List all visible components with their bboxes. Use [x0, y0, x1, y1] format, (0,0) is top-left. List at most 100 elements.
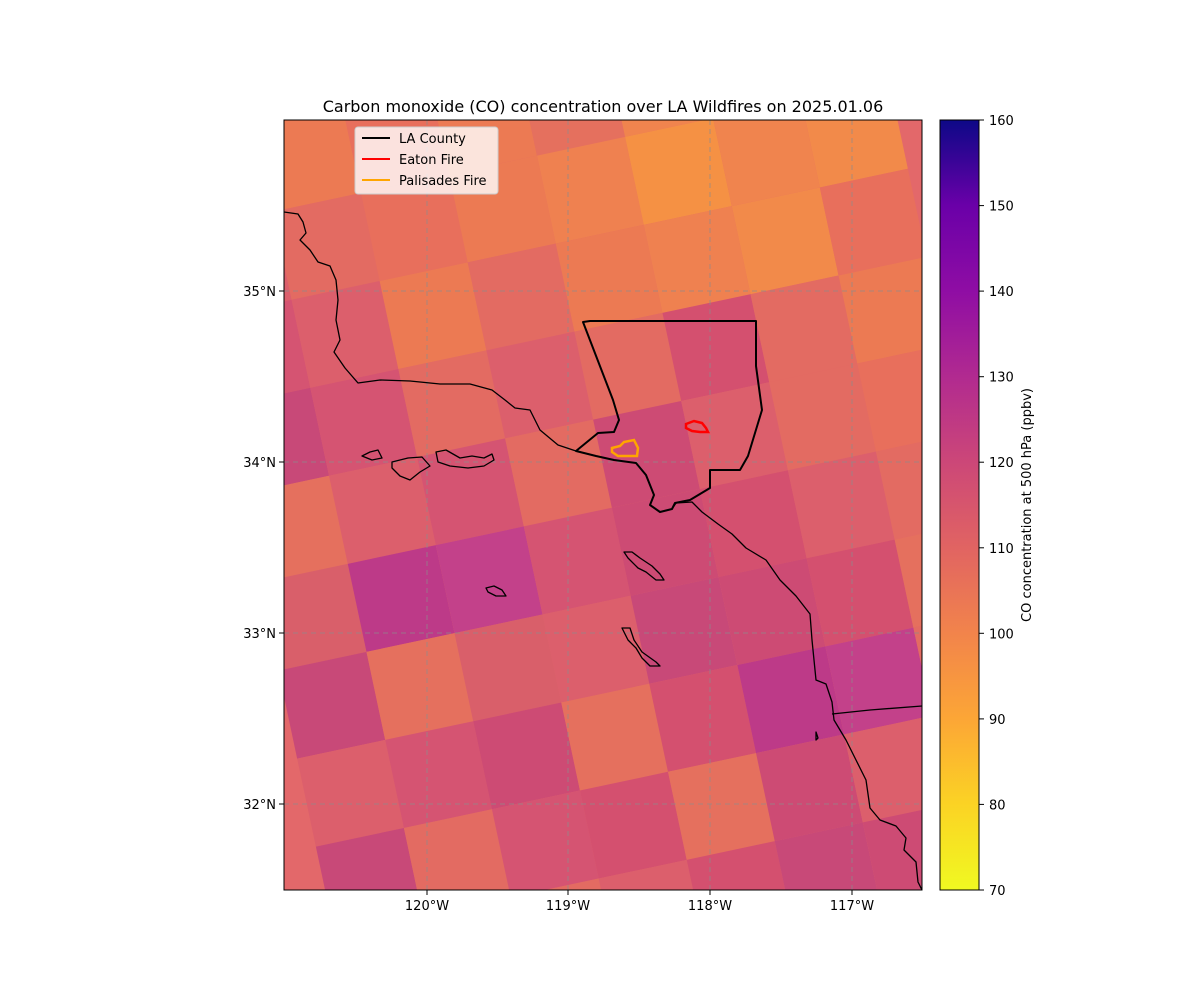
co-cell	[284, 211, 292, 319]
co-cell	[686, 841, 794, 890]
island-san-nicolas	[485, 585, 507, 597]
co-cell	[844, 715, 922, 823]
co-cell	[750, 275, 858, 383]
co-cell	[611, 488, 719, 596]
co-cell	[593, 400, 700, 508]
co-cell	[366, 633, 474, 740]
map-frame	[283, 119, 923, 891]
legend-label-eaton-fire: Eaton Fire	[399, 153, 464, 168]
legend: LA County Eaton Fire Palisades Fire	[354, 126, 499, 195]
co-cell	[284, 387, 330, 495]
co-cell	[681, 382, 788, 489]
co-cell	[360, 174, 468, 282]
co-cell	[417, 438, 524, 546]
y-axis: 35°N 34°N 33°N 32°N	[243, 285, 284, 813]
x-tick-label: 117°W	[830, 899, 874, 914]
co-cell	[284, 563, 367, 671]
co-cell	[769, 363, 876, 471]
co-cell	[403, 809, 511, 890]
co-cell	[731, 187, 839, 295]
y-tick-label: 34°N	[243, 456, 276, 471]
colorbar: 160 150 140 130 120 110 100 90 80 70 CO …	[939, 114, 1035, 899]
co-cell	[518, 120, 626, 156]
island-santa-catalina	[623, 551, 665, 581]
co-cell	[774, 822, 882, 890]
island-santa-rosa	[391, 456, 431, 481]
co-cell	[166, 124, 273, 231]
la-county-boundary	[575, 320, 763, 513]
co-cell	[473, 702, 580, 810]
co-grid-cells	[166, 0, 922, 1000]
co-cell	[561, 683, 668, 791]
co-cell	[398, 350, 506, 458]
co-cell	[787, 451, 895, 559]
co-cell	[537, 136, 644, 244]
co-cell	[825, 627, 922, 735]
co-cell	[379, 262, 487, 370]
co-cell	[491, 790, 599, 890]
colorbar-tick-label: 140	[989, 285, 1014, 300]
co-cell	[284, 651, 386, 759]
co-cell	[435, 526, 543, 634]
co-cell	[555, 224, 663, 332]
co-cell	[523, 507, 631, 615]
x-axis: 120°W 119°W 118°W 117°W	[405, 890, 874, 914]
co-cell	[297, 739, 404, 847]
island-san-miguel	[361, 449, 383, 461]
colorbar-tick-label: 120	[989, 456, 1014, 471]
co-cell	[574, 312, 682, 420]
co-cell	[315, 827, 423, 890]
us-mexico-border	[831, 705, 922, 715]
colorbar-tick-label: 70	[989, 884, 1006, 899]
co-cell	[667, 753, 775, 860]
co-cell	[713, 120, 820, 207]
co-cell	[782, 0, 889, 99]
co-cell	[598, 859, 706, 890]
map-area: LA County Eaton Fire Palisades Fire 120°…	[166, 0, 923, 1000]
y-tick-label: 35°N	[243, 285, 276, 300]
legend-label-la-county: LA County	[399, 132, 466, 147]
gridlines	[284, 120, 922, 890]
co-cell	[335, 916, 442, 1000]
legend-box	[354, 126, 499, 195]
co-cell	[838, 256, 922, 364]
co-cell	[310, 369, 418, 476]
co-cell	[347, 545, 455, 652]
x-tick-label: 118°W	[688, 899, 732, 914]
co-cell	[806, 539, 914, 647]
y-tick-label: 32°N	[243, 798, 276, 813]
co-cell	[291, 281, 399, 388]
eaton-fire-perimeter	[684, 419, 711, 434]
colorbar-tick-label: 160	[989, 114, 1014, 129]
x-tick-label: 119°W	[546, 899, 590, 914]
co-cell	[894, 520, 922, 628]
co-cell	[467, 243, 575, 351]
co-cell	[662, 294, 770, 401]
co-cell	[284, 475, 348, 583]
co-cell	[801, 120, 908, 188]
co-cell	[385, 721, 492, 828]
co-cell	[649, 665, 757, 772]
co-cell	[284, 192, 380, 300]
colorbar-tick-label: 150	[989, 200, 1014, 215]
island-small	[815, 731, 819, 741]
co-cell	[875, 432, 922, 540]
co-cell	[284, 299, 311, 407]
colorbar-tick-label: 80	[989, 798, 1006, 813]
co-cell	[329, 457, 436, 564]
palisades-fire-perimeter	[610, 438, 640, 458]
co-cell	[737, 646, 845, 754]
colorbar-tick-label: 110	[989, 542, 1014, 557]
co-cell	[756, 734, 863, 842]
co-cell	[606, 120, 714, 137]
co-cell	[643, 206, 751, 313]
co-cell	[857, 344, 922, 452]
colorbar-tick-label: 90	[989, 713, 1006, 728]
co-cell	[454, 614, 562, 722]
island-santa-cruz	[435, 449, 495, 469]
co-cell	[718, 558, 826, 666]
colorbar-label: CO concentration at 500 hPa (ppbv)	[1020, 388, 1035, 622]
co-cell	[699, 470, 807, 578]
legend-label-palisades-fire: Palisades Fire	[399, 174, 487, 189]
